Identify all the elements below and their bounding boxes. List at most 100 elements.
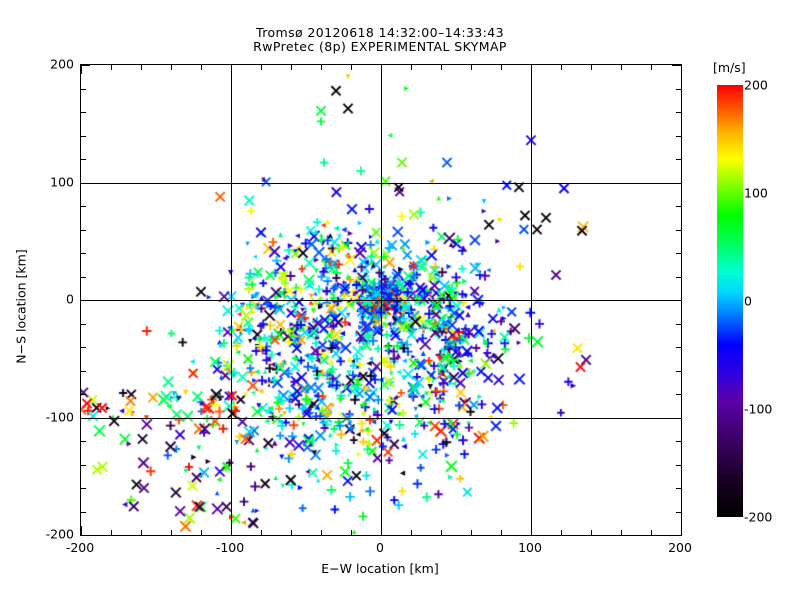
y-tick-right [676,511,681,513]
y-tick-right [676,112,681,114]
y-tick-right [676,206,681,208]
colorbar [717,85,743,517]
x-tick-top [381,65,383,74]
gridline-vertical [381,65,382,535]
x-tick-bottom [81,526,83,535]
x-tick-bottom [111,530,113,535]
x-tick-bottom [381,526,383,535]
x-tick-bottom [591,530,593,535]
y-tick-label: 200 [50,56,74,72]
y-tick-right [676,135,681,137]
y-tick-left [81,182,90,184]
y-tick-left [81,253,86,255]
y-tick-left [81,511,86,513]
y-tick-left [81,159,86,161]
x-tick-bottom [501,530,503,535]
y-tick-left [81,347,86,349]
y-tick-right [672,300,681,302]
x-tick-top [681,65,683,74]
x-tick-top [261,65,263,70]
x-tick-bottom [171,530,173,535]
x-tick-top [351,65,353,70]
plot-area [80,64,683,537]
x-tick-top [411,65,413,70]
x-tick-top [471,65,473,70]
x-tick-top [81,65,83,74]
x-tick-label: 0 [376,540,384,555]
y-tick-left [81,276,86,278]
y-tick-right [676,159,681,161]
y-axis-label: N−S location [km] [13,249,29,364]
x-tick-bottom [621,530,623,535]
colorbar-tick-label: 200 [744,77,768,93]
y-tick-left [81,88,86,90]
y-tick-label: 0 [66,291,74,307]
x-tick-bottom [201,530,203,535]
y-tick-right [676,276,681,278]
x-axis-label: E−W location [km] [321,561,439,576]
y-tick-left [81,488,86,490]
y-tick-right [676,347,681,349]
colorbar-tick-label: -100 [744,401,773,417]
x-tick-label: 200 [668,540,692,555]
colorbar-tick-label: 100 [744,185,768,201]
x-tick-bottom [471,530,473,535]
x-tick-bottom [141,530,143,535]
x-tick-top [111,65,113,70]
y-tick-right [676,253,681,255]
y-tick-left [81,206,86,208]
y-tick-right [676,323,681,325]
x-tick-bottom [351,530,353,535]
y-tick-right [676,441,681,443]
y-tick-left [81,323,86,325]
y-tick-left [81,300,90,302]
gridline-vertical [531,65,532,535]
y-tick-left [81,441,86,443]
y-tick-left [81,394,86,396]
y-tick-left [81,135,86,137]
x-tick-bottom [561,530,563,535]
x-tick-top [231,65,233,74]
x-tick-top [201,65,203,70]
x-tick-top [621,65,623,70]
colorbar-title: [m/s] [713,60,746,75]
y-tick-left [81,464,86,466]
colorbar-tick-label: 0 [744,293,752,309]
x-tick-bottom [441,530,443,535]
x-tick-bottom [531,526,533,535]
x-tick-top [561,65,563,70]
x-tick-top [141,65,143,70]
y-tick-right [676,464,681,466]
y-tick-label: -100 [45,409,74,424]
title-line-1: Tromsø 20120618 14:32:00–14:33:43 [256,25,504,40]
x-tick-bottom [231,526,233,535]
x-tick-top [531,65,533,74]
x-tick-bottom [261,530,263,535]
figure-title: Tromsø 20120618 14:32:00–14:33:43 RwPret… [0,26,760,54]
x-tick-bottom [651,530,653,535]
x-tick-top [591,65,593,70]
x-tick-bottom [291,530,293,535]
colorbar-gradient [717,85,743,517]
gridline-vertical [231,65,232,535]
y-tick-left [81,65,90,67]
y-tick-label: -200 [45,526,74,542]
y-tick-right [672,535,681,537]
y-tick-right [676,394,681,396]
x-tick-label: -200 [65,540,95,555]
x-tick-top [291,65,293,70]
x-tick-top [171,65,173,70]
x-tick-top [501,65,503,70]
y-tick-left [81,229,86,231]
x-tick-top [441,65,443,70]
y-tick-left [81,535,90,537]
y-tick-right [672,182,681,184]
x-tick-bottom [321,530,323,535]
y-tick-right [676,370,681,372]
colorbar-tick-label: -200 [744,509,773,525]
x-tick-label: -100 [215,540,245,555]
y-tick-right [672,417,681,419]
title-line-2: RwPretec (8p) EXPERIMENTAL SKYMAP [253,39,507,54]
x-tick-top [321,65,323,70]
